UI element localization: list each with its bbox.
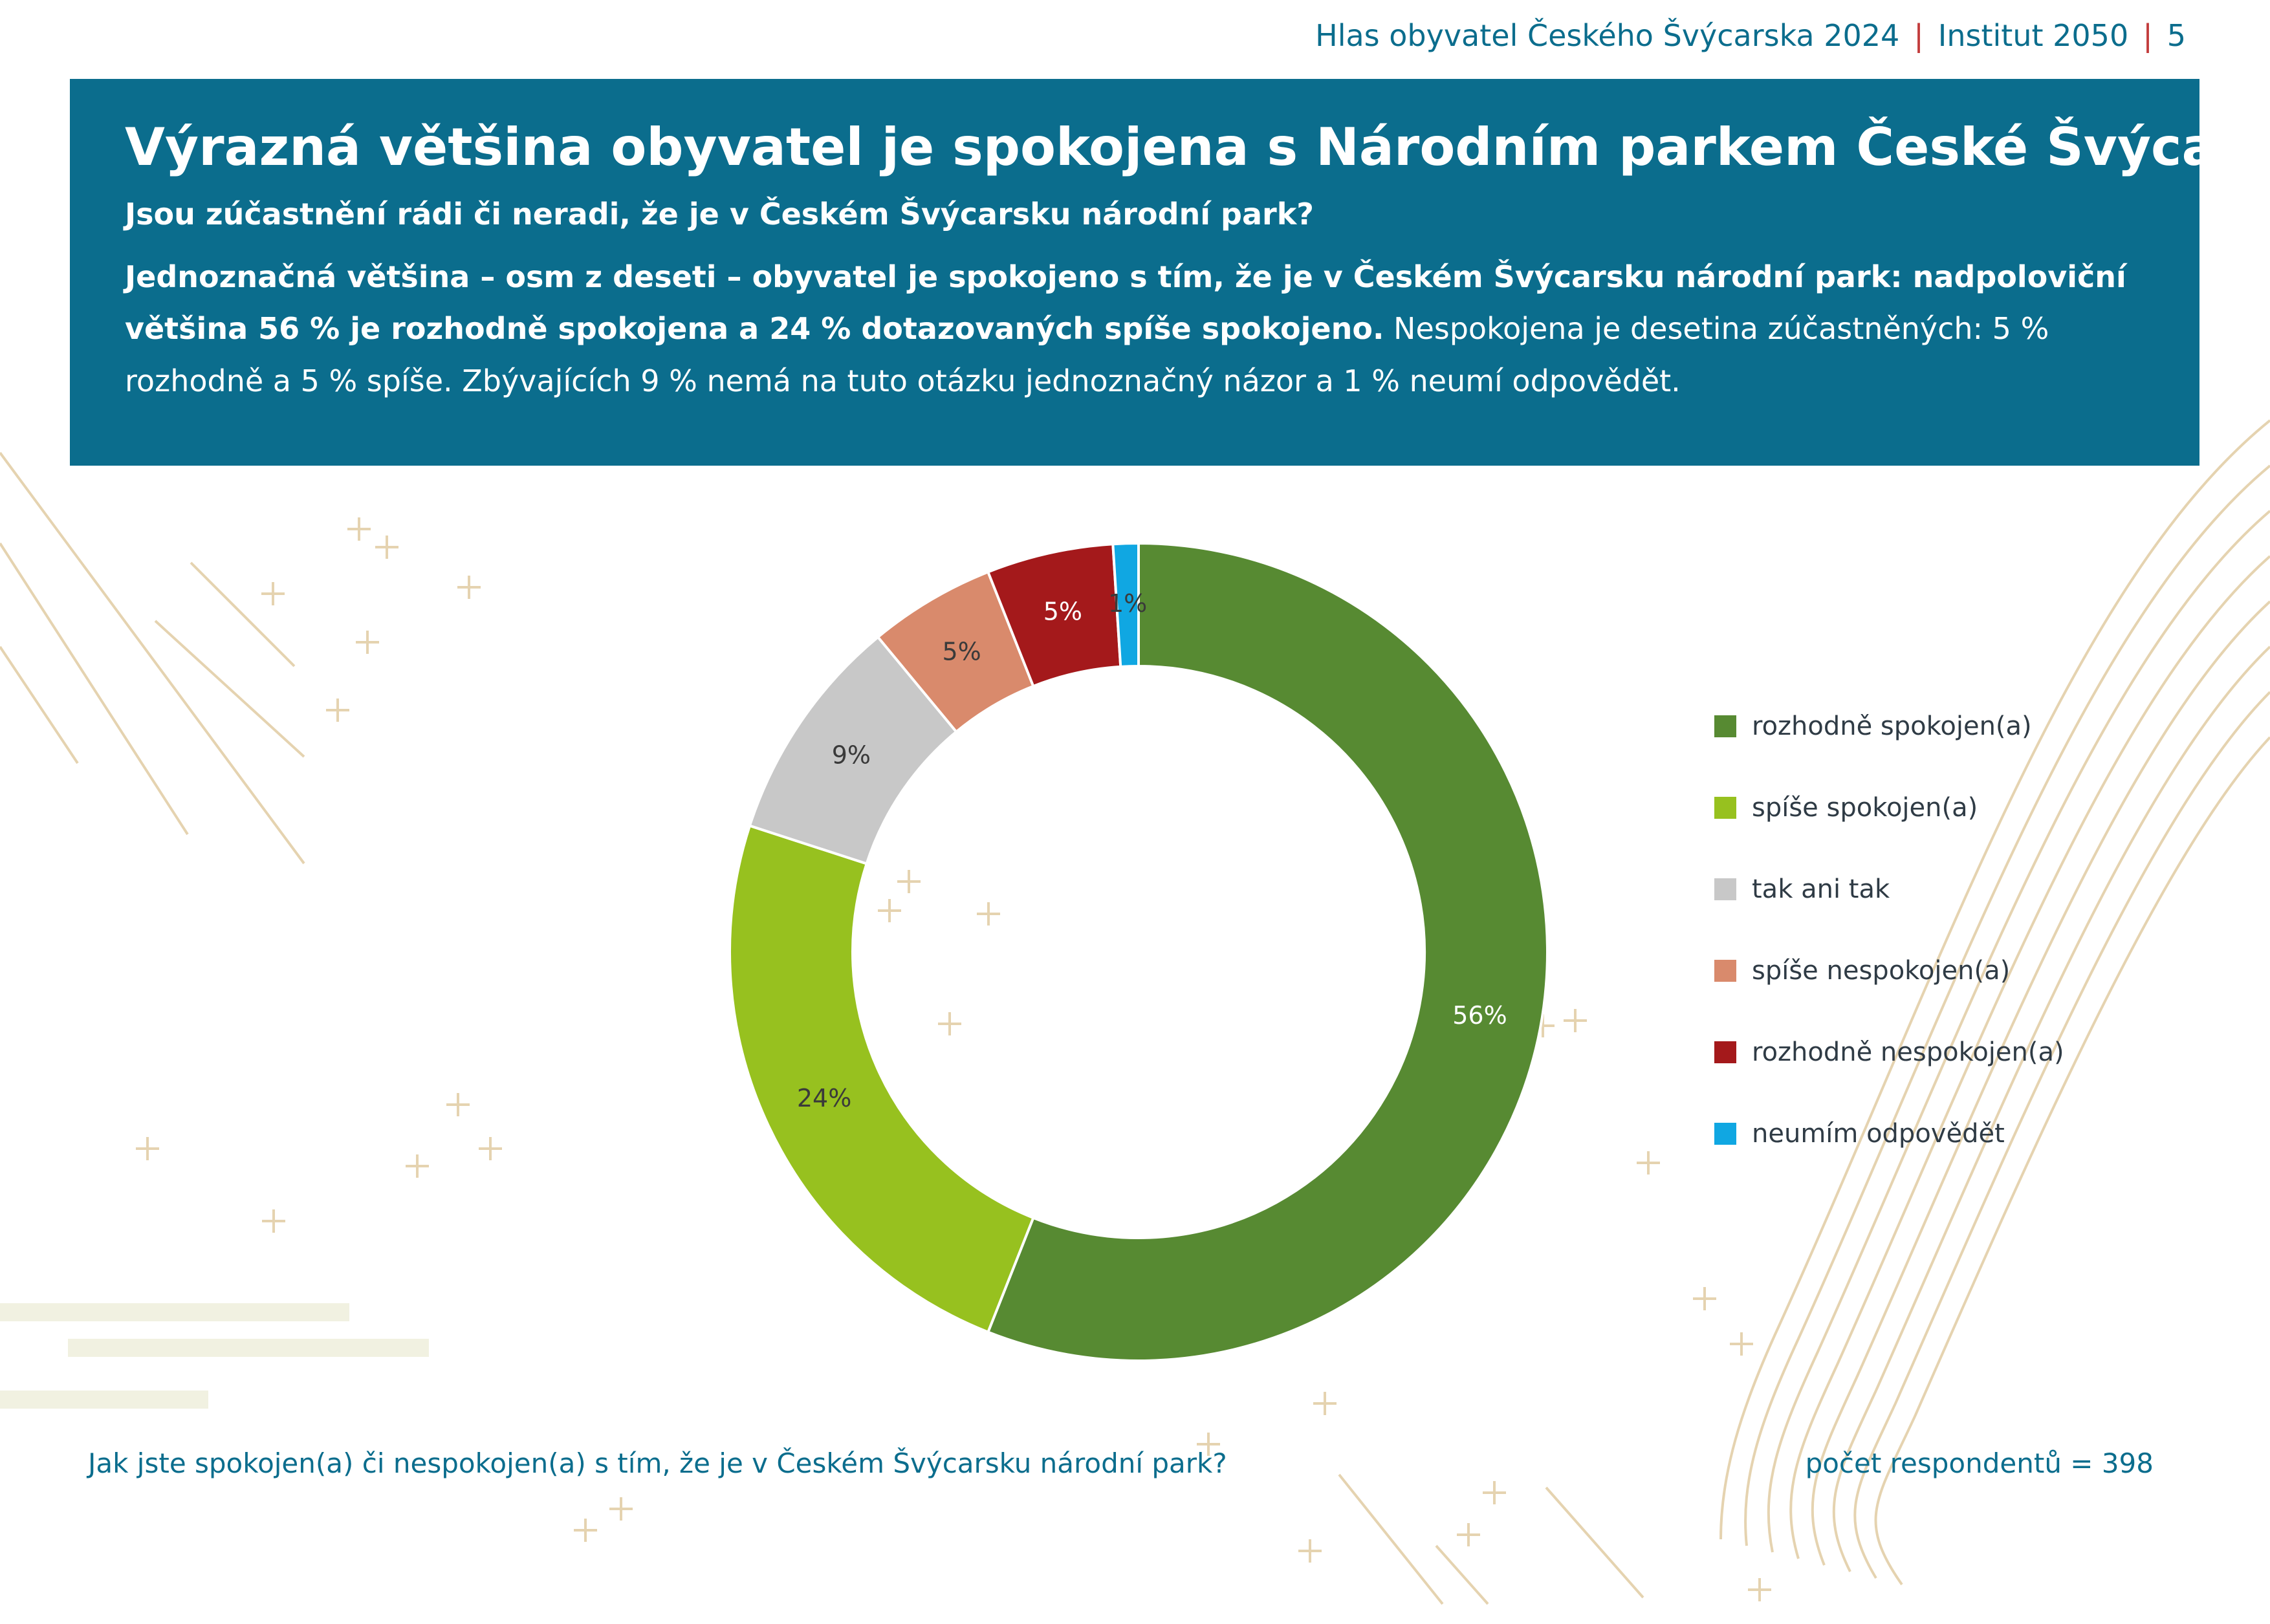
header-separator: | bbox=[1914, 18, 1924, 53]
legend-label: spíše spokojen(a) bbox=[1752, 793, 1978, 823]
legend-label: rozhodně nespokojen(a) bbox=[1752, 1037, 2064, 1067]
legend-item: tak ani tak bbox=[1714, 849, 2064, 930]
summary-banner: Výrazná většina obyvatel je spokojena s … bbox=[70, 79, 2270, 466]
legend-item: rozhodně nespokojen(a) bbox=[1714, 1012, 2064, 1093]
slice-label: 56% bbox=[1452, 1001, 1507, 1030]
legend-item: rozhodně spokojen(a) bbox=[1714, 686, 2064, 767]
institute-name: Institut 2050 bbox=[1937, 18, 2129, 53]
survey-question: Jak jste spokojen(a) či nespokojen(a) s … bbox=[88, 1447, 1227, 1479]
legend-item: spíše nespokojen(a) bbox=[1714, 930, 2064, 1012]
donut-slice bbox=[1111, 541, 1140, 668]
legend-label: rozhodně spokojen(a) bbox=[1752, 711, 2032, 741]
legend-item: neumím odpovědět bbox=[1714, 1093, 2064, 1175]
slice-label: 24% bbox=[797, 1084, 851, 1112]
page-number: 5 bbox=[2166, 18, 2186, 53]
legend-label: neumím odpovědět bbox=[1752, 1119, 2005, 1149]
donut-slice bbox=[986, 541, 1549, 1362]
page-title: Výrazná většina obyvatel je spokojena s … bbox=[125, 117, 2270, 177]
respondent-count: počet respondentů = 398 bbox=[1805, 1447, 2154, 1479]
slice-label: 9% bbox=[832, 741, 871, 770]
summary-regular: Nespokojena je desetina zúčastněných: 5 … bbox=[125, 311, 2049, 398]
donut-slice bbox=[728, 824, 1035, 1334]
report-title: Hlas obyvatel Českého Švýcarska 2024 bbox=[1315, 18, 1900, 53]
legend-label: spíše nespokojen(a) bbox=[1752, 956, 2011, 986]
legend-swatch bbox=[1714, 797, 1736, 819]
banner-summary: Jednoznačná většina – osm z deseti – oby… bbox=[125, 251, 2143, 407]
chart-legend: rozhodně spokojen(a) spíše spokojen(a) tak… bbox=[1714, 686, 2064, 1175]
slice-label: 5% bbox=[1043, 597, 1082, 625]
header-separator: | bbox=[2143, 18, 2153, 53]
slice-label: 5% bbox=[942, 637, 981, 666]
legend-label: tak ani tak bbox=[1752, 874, 1890, 904]
slice-label: 1% bbox=[1108, 589, 1147, 618]
legend-swatch bbox=[1714, 715, 1736, 737]
header-meta: Hlas obyvatel Českého Švýcarska 2024 | I… bbox=[1315, 18, 2186, 53]
legend-swatch bbox=[1714, 878, 1736, 900]
banner-question: Jsou zúčastnění rádi či neradi, že je v … bbox=[125, 197, 1314, 232]
summary-bold: Jednoznačná většina – osm z deseti – oby… bbox=[125, 259, 2126, 347]
legend-swatch bbox=[1714, 1041, 1736, 1063]
legend-swatch bbox=[1714, 960, 1736, 982]
legend-item: spíše spokojen(a) bbox=[1714, 767, 2064, 849]
legend-swatch bbox=[1714, 1123, 1736, 1145]
